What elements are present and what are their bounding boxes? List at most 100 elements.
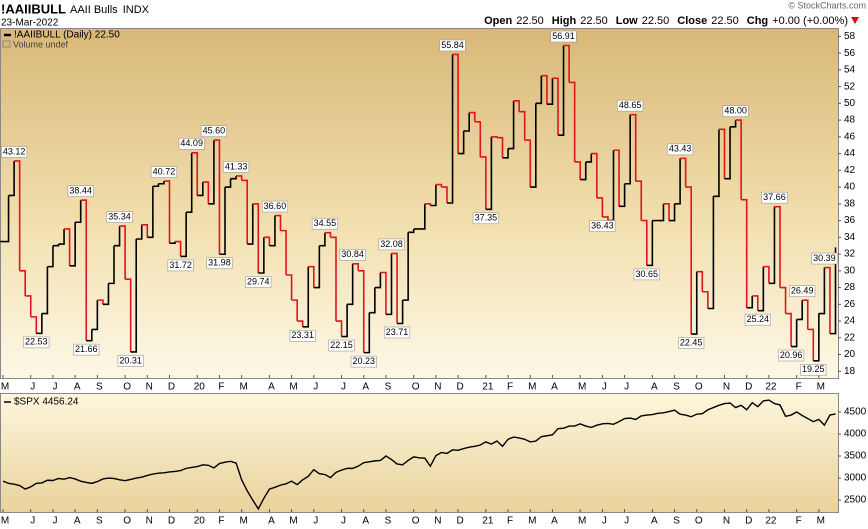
value-label-box: [378, 238, 405, 251]
value-label: 20.23: [350, 355, 377, 368]
line: [2, 399, 836, 511]
step-segment: [824, 266, 831, 334]
x-tick-label: N: [146, 382, 153, 393]
step-segment: [741, 198, 748, 308]
value-label-text: 48.65: [619, 100, 642, 110]
value-label-box: [167, 259, 194, 272]
x-tick-label: M: [289, 516, 297, 527]
value-label-text: 22.53: [25, 337, 48, 347]
x-tick-label: 22: [765, 516, 777, 527]
step-segment: [818, 267, 826, 315]
value-label-box: [633, 268, 660, 281]
value-label-text: 30.39: [813, 253, 836, 263]
value-label: 20.31: [117, 355, 144, 367]
x-tick-label: O: [123, 516, 131, 527]
value-label-box: [245, 276, 272, 288]
value-label: 29.74: [245, 276, 272, 288]
x-tick-label: D: [456, 516, 463, 527]
x-tick-label: J: [624, 516, 629, 527]
x-tick-label: M: [578, 382, 586, 393]
quote-label: Open: [484, 15, 512, 27]
value-label-text: 30.65: [636, 269, 659, 279]
x-tick-label: M: [289, 382, 297, 393]
step-segment: [691, 271, 698, 335]
value-label-box: [328, 339, 355, 352]
step-segment: [308, 265, 315, 288]
step-segment: [80, 199, 88, 341]
step-segment: [441, 186, 448, 203]
step-segment: [735, 119, 742, 200]
y-tick-label: 28: [844, 282, 856, 293]
value-label: 30.65: [633, 268, 660, 281]
x-tick-label: M: [239, 516, 247, 527]
value-label-text: 20.23: [352, 356, 375, 366]
step-segment: [147, 186, 154, 239]
x-tick-label: M: [1, 516, 9, 527]
value-label: 45.60: [200, 125, 227, 138]
step-segment: [152, 183, 160, 188]
value-label-box: [744, 313, 771, 326]
value-label-text: 26.49: [791, 286, 814, 296]
value-label-box: [1, 146, 28, 158]
x-tick-label: O: [695, 382, 703, 393]
value-label-text: 19.25: [802, 364, 825, 374]
value-label-box: [383, 326, 411, 339]
value-label-box: [223, 161, 250, 173]
symbol: !AAIIBULL: [1, 1, 66, 16]
step-segment: [202, 181, 210, 204]
value-label-text: 44.09: [180, 138, 203, 148]
x-tick-label: 21: [482, 516, 494, 527]
step-segment: [219, 187, 226, 256]
x-tick-label: O: [123, 382, 131, 393]
value-label-box: [811, 252, 838, 265]
x-tick-label: J: [30, 382, 35, 393]
step-segment: [502, 148, 509, 159]
y-tick-label: 2500: [844, 495, 867, 506]
step-segment: [624, 114, 631, 185]
step-segment: [474, 120, 482, 157]
step-segment: [269, 215, 276, 247]
step-segment: [69, 222, 76, 267]
value-label-text: 55.84: [441, 40, 464, 50]
step-segment: [746, 295, 754, 309]
step-segment: [47, 245, 54, 268]
y-tick-label: 36: [844, 215, 856, 226]
step-segment: [513, 100, 520, 112]
value-label: 55.84: [439, 39, 466, 52]
step-segment: [302, 266, 310, 328]
step-segment: [591, 152, 598, 198]
y-tick-label: 34: [844, 232, 856, 243]
step-segment: [313, 245, 321, 289]
step-segment: [247, 203, 254, 245]
value-label: 25.24: [744, 313, 771, 326]
value-label-text: 48.00: [724, 105, 747, 115]
x-tick-label: J: [313, 516, 318, 527]
value-label: 37.35: [472, 212, 499, 225]
step-segment: [213, 139, 221, 255]
x-tick-label: J: [30, 516, 35, 527]
y-tick-label: 4000: [844, 429, 867, 440]
value-label-text: 29.74: [247, 276, 270, 286]
step-segment: [485, 136, 493, 211]
x-tick-label: M: [817, 516, 825, 527]
credit: © StockCharts.com: [788, 0, 866, 10]
step-segment: [158, 181, 165, 185]
step-segment: [430, 184, 437, 207]
value-label-box: [178, 138, 205, 150]
quote-label: Chg: [747, 15, 768, 27]
step-segment: [546, 78, 554, 105]
step-segment: [458, 130, 465, 155]
value-label: 40.72: [150, 166, 178, 178]
value-label-text: 20.96: [780, 350, 803, 360]
value-label-text: 36.43: [591, 220, 614, 230]
date: 23-Mar-2022: [1, 18, 59, 29]
value-label: 38.44: [67, 185, 94, 197]
step-segment: [358, 270, 365, 353]
x-tick-label: A: [551, 516, 558, 527]
x-tick-label: S: [673, 382, 680, 393]
step-segment: [286, 274, 293, 301]
value-label-text: 31.98: [208, 258, 231, 268]
value-label: 22.15: [328, 339, 355, 352]
value-label: 56.91: [550, 30, 577, 43]
value-label-box: [617, 99, 644, 112]
